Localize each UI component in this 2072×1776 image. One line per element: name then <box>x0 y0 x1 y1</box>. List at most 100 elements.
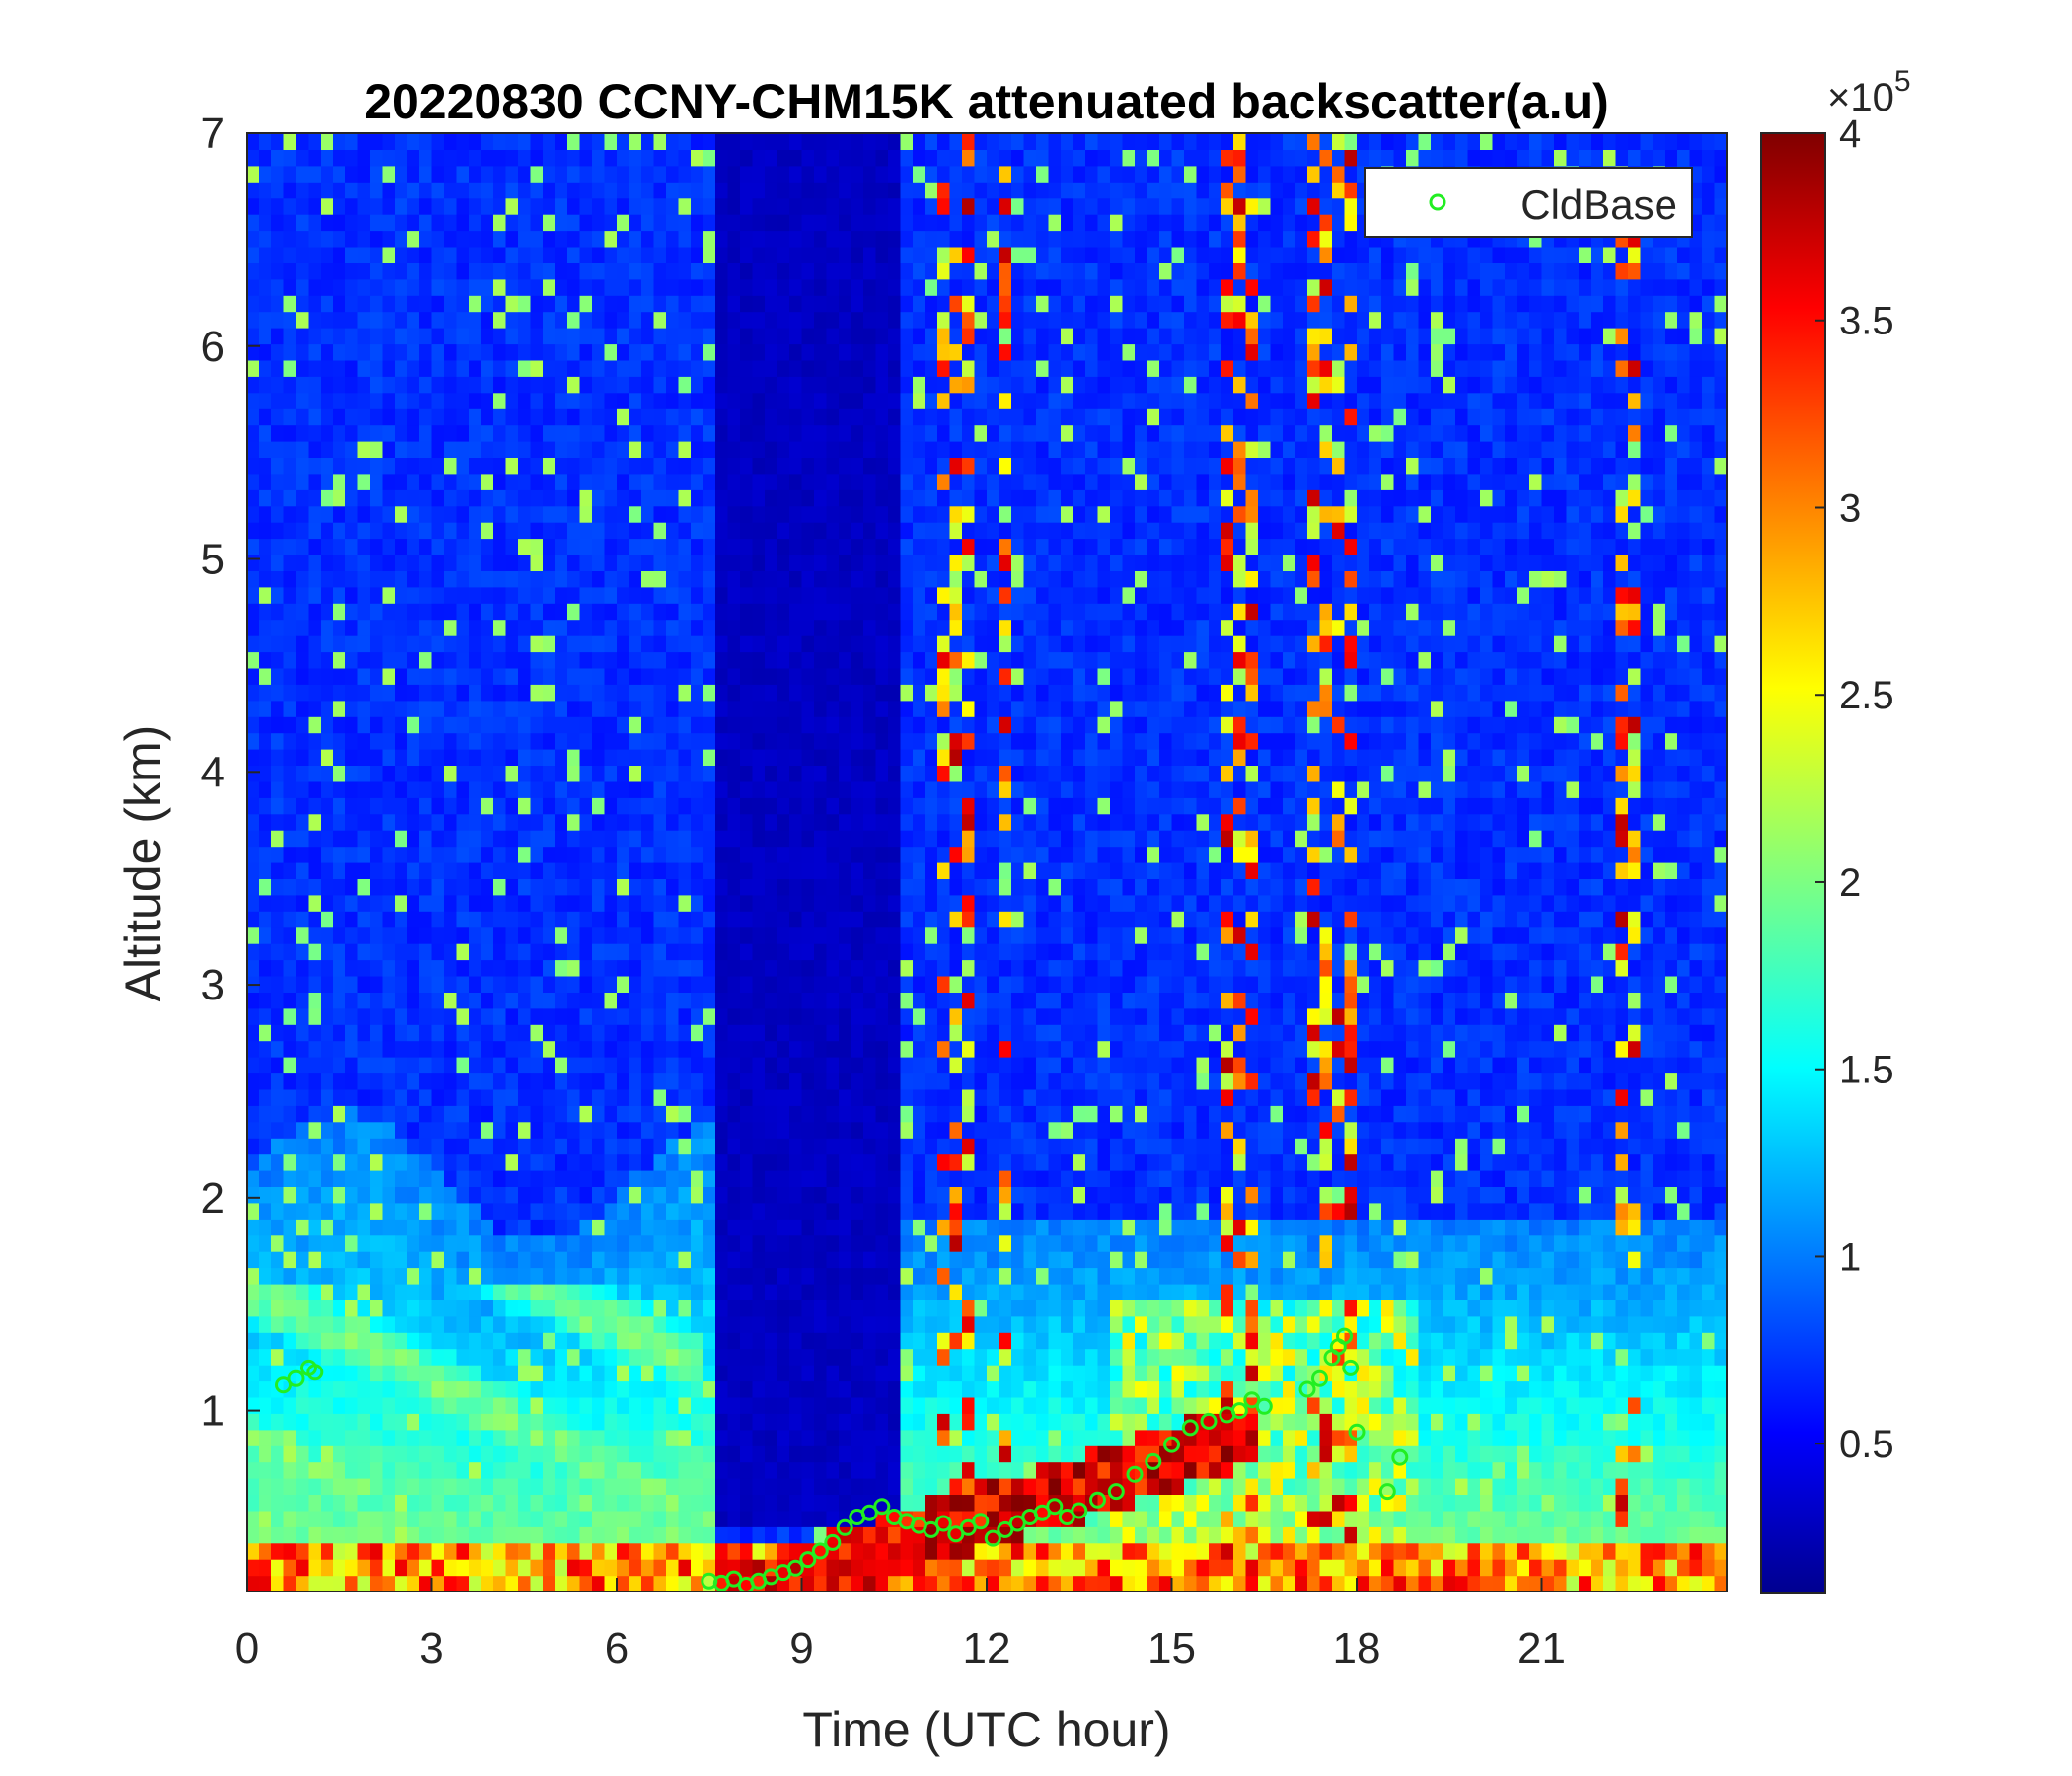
heatmap-cell <box>703 959 716 977</box>
heatmap-cell <box>752 262 766 280</box>
heatmap-cell <box>641 586 655 604</box>
heatmap-cell <box>789 1186 803 1204</box>
heatmap-cell <box>666 1073 680 1090</box>
heatmap-cell <box>703 311 716 329</box>
heatmap-cell <box>283 959 297 977</box>
heatmap-cell <box>370 1380 384 1398</box>
heatmap-cell <box>456 1542 470 1560</box>
heatmap-cell <box>925 1575 938 1591</box>
heatmap-cell <box>419 424 433 442</box>
heatmap-cell <box>814 878 828 896</box>
heatmap-cell <box>345 780 359 798</box>
heatmap-cell <box>691 1429 704 1446</box>
heatmap-cell <box>691 1153 704 1171</box>
heatmap-cell <box>653 1396 667 1414</box>
heatmap-cell <box>851 1559 864 1577</box>
heatmap-cell <box>727 635 741 653</box>
heatmap-cell <box>592 214 606 232</box>
heatmap-cell <box>629 522 642 540</box>
heatmap-cell <box>321 1380 334 1398</box>
heatmap-cell <box>357 1478 371 1495</box>
heatmap-cell <box>678 1494 692 1512</box>
heatmap-cell <box>839 926 852 944</box>
heatmap-cell <box>727 197 741 215</box>
heatmap-cell <box>271 1138 285 1155</box>
heatmap-cell <box>567 359 581 377</box>
heatmap-cell <box>505 457 519 475</box>
heatmap-cell <box>579 846 593 863</box>
heatmap-cell <box>875 1429 889 1446</box>
heatmap-cell <box>247 424 260 442</box>
heatmap-cell <box>666 667 680 685</box>
heatmap-cell <box>691 1219 704 1236</box>
heatmap-cell <box>247 749 260 766</box>
heatmap-cell <box>801 619 815 636</box>
heatmap-cell <box>801 732 815 750</box>
heatmap-cell <box>629 1299 642 1317</box>
heatmap-cell <box>900 603 914 621</box>
heatmap-cell <box>678 911 692 928</box>
heatmap-cell <box>283 1461 297 1479</box>
heatmap-cell <box>653 570 667 588</box>
heatmap-cell <box>839 619 852 636</box>
heatmap-cell <box>641 894 655 912</box>
heatmap-cell <box>666 408 680 426</box>
heatmap-cell <box>456 1251 470 1269</box>
heatmap-cell <box>617 359 630 377</box>
heatmap-cell <box>617 1284 630 1300</box>
heatmap-cell <box>456 214 470 232</box>
heatmap-cell <box>703 1057 716 1074</box>
heatmap-cell <box>851 149 864 167</box>
heatmap-cell <box>271 780 285 798</box>
heatmap-cell <box>321 846 334 863</box>
heatmap-cell <box>801 392 815 409</box>
heatmap-cell <box>752 830 766 848</box>
heatmap-cell <box>283 1202 297 1220</box>
heatmap-cell <box>456 1153 470 1171</box>
heatmap-cell <box>592 1413 606 1431</box>
heatmap-cell <box>740 1332 754 1350</box>
heatmap-cell <box>727 749 741 766</box>
heatmap-cell <box>370 1575 384 1591</box>
heatmap-cell <box>617 197 630 215</box>
heatmap-cell <box>900 878 914 896</box>
heatmap-cell <box>801 700 815 717</box>
heatmap-cell <box>752 878 766 896</box>
heatmap-cell <box>851 667 864 685</box>
heatmap-cell <box>469 1219 482 1236</box>
heatmap-cell <box>592 1105 606 1123</box>
heatmap-cell <box>703 1121 716 1139</box>
heatmap-cell <box>530 424 544 442</box>
heatmap-cell <box>826 1575 840 1591</box>
heatmap-cell <box>296 457 310 475</box>
heatmap-cell <box>801 278 815 296</box>
heatmap-cell <box>271 392 285 409</box>
heatmap-cell <box>333 1219 346 1236</box>
heatmap-cell <box>382 262 396 280</box>
heatmap-cell <box>271 830 285 848</box>
heatmap-cell <box>370 262 384 280</box>
heatmap-cell <box>296 1478 310 1495</box>
heatmap-cell <box>826 992 840 1009</box>
heatmap-cell <box>826 976 840 993</box>
heatmap-cell <box>493 1284 507 1300</box>
heatmap-cell <box>419 846 433 863</box>
heatmap-cell <box>567 247 581 263</box>
heatmap-cell <box>469 489 482 507</box>
heatmap-cell <box>247 1365 260 1382</box>
heatmap-cell <box>740 311 754 329</box>
heatmap-cell <box>259 149 272 167</box>
heatmap-cell <box>395 522 408 540</box>
heatmap-cell <box>617 538 630 555</box>
heatmap-cell <box>913 943 926 961</box>
heatmap-cell <box>641 230 655 248</box>
heatmap-cell <box>543 1170 556 1187</box>
heatmap-cell <box>826 1267 840 1285</box>
heatmap-cell <box>617 1542 630 1560</box>
heatmap-cell <box>592 1040 606 1058</box>
heatmap-cell <box>370 700 384 717</box>
heatmap-cell <box>592 538 606 555</box>
heatmap-cell <box>259 797 272 815</box>
heatmap-cell <box>505 1445 519 1463</box>
heatmap-cell <box>543 1202 556 1220</box>
